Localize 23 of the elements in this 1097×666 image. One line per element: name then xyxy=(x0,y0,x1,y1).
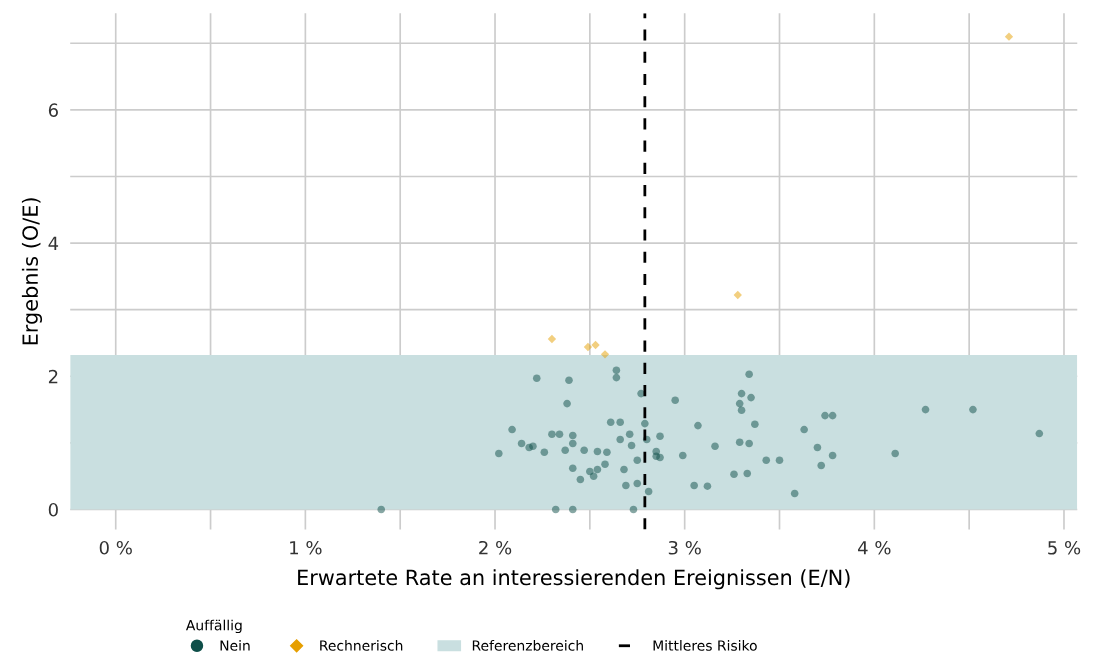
legend-label: Rechnerisch xyxy=(320,640,403,651)
point xyxy=(600,350,610,359)
x-tick-label: 0 % xyxy=(99,540,132,555)
x-tick-label: 3 % xyxy=(668,540,701,555)
y-tick-label: 4 xyxy=(48,236,59,250)
x-tick-label: 4 % xyxy=(858,540,891,555)
legend-label: Nein xyxy=(220,640,250,651)
legend-title: Auffällig xyxy=(185,619,242,634)
x-tick-label: 2 % xyxy=(479,540,512,555)
point xyxy=(547,334,557,344)
point xyxy=(583,342,593,352)
x-axis-title: Erwartete Rate an interessierenden Ereignissen (E/N) xyxy=(298,569,850,590)
legend-label: Mittleres Risiko xyxy=(653,640,757,651)
y-tick-label: 6 xyxy=(48,103,58,118)
y-tick-label: 2 xyxy=(48,369,58,384)
point xyxy=(591,340,600,350)
legend-label: Referenzbereich xyxy=(472,640,583,651)
x-tick-label: 1 % xyxy=(290,540,322,555)
point xyxy=(733,290,742,300)
x-tick-label: 5 % xyxy=(1048,540,1081,555)
y-tick-label: 0 xyxy=(48,502,58,517)
point xyxy=(1004,32,1014,41)
y-axis-title: Ergebnis (O/E) xyxy=(21,198,43,345)
